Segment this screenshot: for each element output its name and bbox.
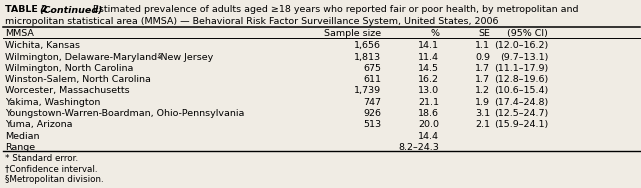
Text: micropolitan statistical area (MMSA) — Behavioral Risk Factor Surveillance Syste: micropolitan statistical area (MMSA) — B…	[5, 17, 499, 26]
Text: 16.2: 16.2	[418, 75, 439, 84]
Text: 1.2: 1.2	[476, 86, 490, 96]
Text: Youngstown-Warren-Boardman, Ohio-Pennsylvania: Youngstown-Warren-Boardman, Ohio-Pennsyl…	[5, 109, 244, 118]
Text: Median: Median	[5, 132, 40, 141]
Text: 3.1: 3.1	[475, 109, 490, 118]
Text: (17.4–24.8): (17.4–24.8)	[494, 98, 548, 107]
Text: §: §	[157, 53, 161, 59]
Text: * Standard error.: * Standard error.	[5, 154, 78, 163]
Text: 8.2–24.3: 8.2–24.3	[398, 143, 439, 152]
Text: SE: SE	[478, 30, 490, 39]
Text: 611: 611	[363, 75, 381, 84]
Text: 747: 747	[363, 98, 381, 107]
Text: 926: 926	[363, 109, 381, 118]
Text: Wilmington, North Carolina: Wilmington, North Carolina	[5, 64, 133, 73]
Text: Worcester, Massachusetts: Worcester, Massachusetts	[5, 86, 129, 96]
Text: MMSA: MMSA	[5, 30, 34, 39]
Text: 18.6: 18.6	[418, 109, 439, 118]
Text: 2.1: 2.1	[476, 121, 490, 129]
Text: †Confidence interval.: †Confidence interval.	[5, 165, 97, 174]
Text: 1.9: 1.9	[476, 98, 490, 107]
Text: Estimated prevalence of adults aged ≥18 years who reported fair or poor health, : Estimated prevalence of adults aged ≥18 …	[90, 5, 579, 14]
Text: 0.9: 0.9	[476, 53, 490, 62]
Text: (95% CI): (95% CI)	[507, 30, 548, 39]
Text: Wichita, Kansas: Wichita, Kansas	[5, 41, 80, 50]
Text: 1.1: 1.1	[476, 41, 490, 50]
Text: Yakima, Washington: Yakima, Washington	[5, 98, 101, 107]
Text: 11.4: 11.4	[418, 53, 439, 62]
Text: 14.4: 14.4	[418, 132, 439, 141]
Text: 1,739: 1,739	[354, 86, 381, 96]
Text: (15.9–24.1): (15.9–24.1)	[494, 121, 548, 129]
Text: (12.0–16.2): (12.0–16.2)	[494, 41, 548, 50]
Text: Wilmington, Delaware-Maryland-New Jersey: Wilmington, Delaware-Maryland-New Jersey	[5, 53, 213, 62]
Text: (10.6–15.4): (10.6–15.4)	[494, 86, 548, 96]
Text: Sample size: Sample size	[324, 30, 381, 39]
Text: (12.8–19.6): (12.8–19.6)	[494, 75, 548, 84]
Text: 513: 513	[363, 121, 381, 129]
Text: 21.1: 21.1	[418, 98, 439, 107]
Text: 1.7: 1.7	[476, 75, 490, 84]
Text: (9.7–13.1): (9.7–13.1)	[500, 53, 548, 62]
Text: 675: 675	[363, 64, 381, 73]
Text: (Continued): (Continued)	[40, 5, 103, 14]
Text: 1.7: 1.7	[476, 64, 490, 73]
Text: Range: Range	[5, 143, 35, 152]
Text: (11.1–17.9): (11.1–17.9)	[494, 64, 548, 73]
Text: %: %	[430, 30, 439, 39]
Text: 14.1: 14.1	[418, 41, 439, 50]
Text: Yuma, Arizona: Yuma, Arizona	[5, 121, 72, 129]
Text: 1,813: 1,813	[354, 53, 381, 62]
Text: 20.0: 20.0	[418, 121, 439, 129]
Text: 14.5: 14.5	[418, 64, 439, 73]
Text: Winston-Salem, North Carolina: Winston-Salem, North Carolina	[5, 75, 151, 84]
Text: §Metropolitan division.: §Metropolitan division.	[5, 175, 104, 184]
Text: TABLE 2.: TABLE 2.	[5, 5, 54, 14]
Text: (12.5–24.7): (12.5–24.7)	[494, 109, 548, 118]
Text: 13.0: 13.0	[418, 86, 439, 96]
Text: 1,656: 1,656	[354, 41, 381, 50]
